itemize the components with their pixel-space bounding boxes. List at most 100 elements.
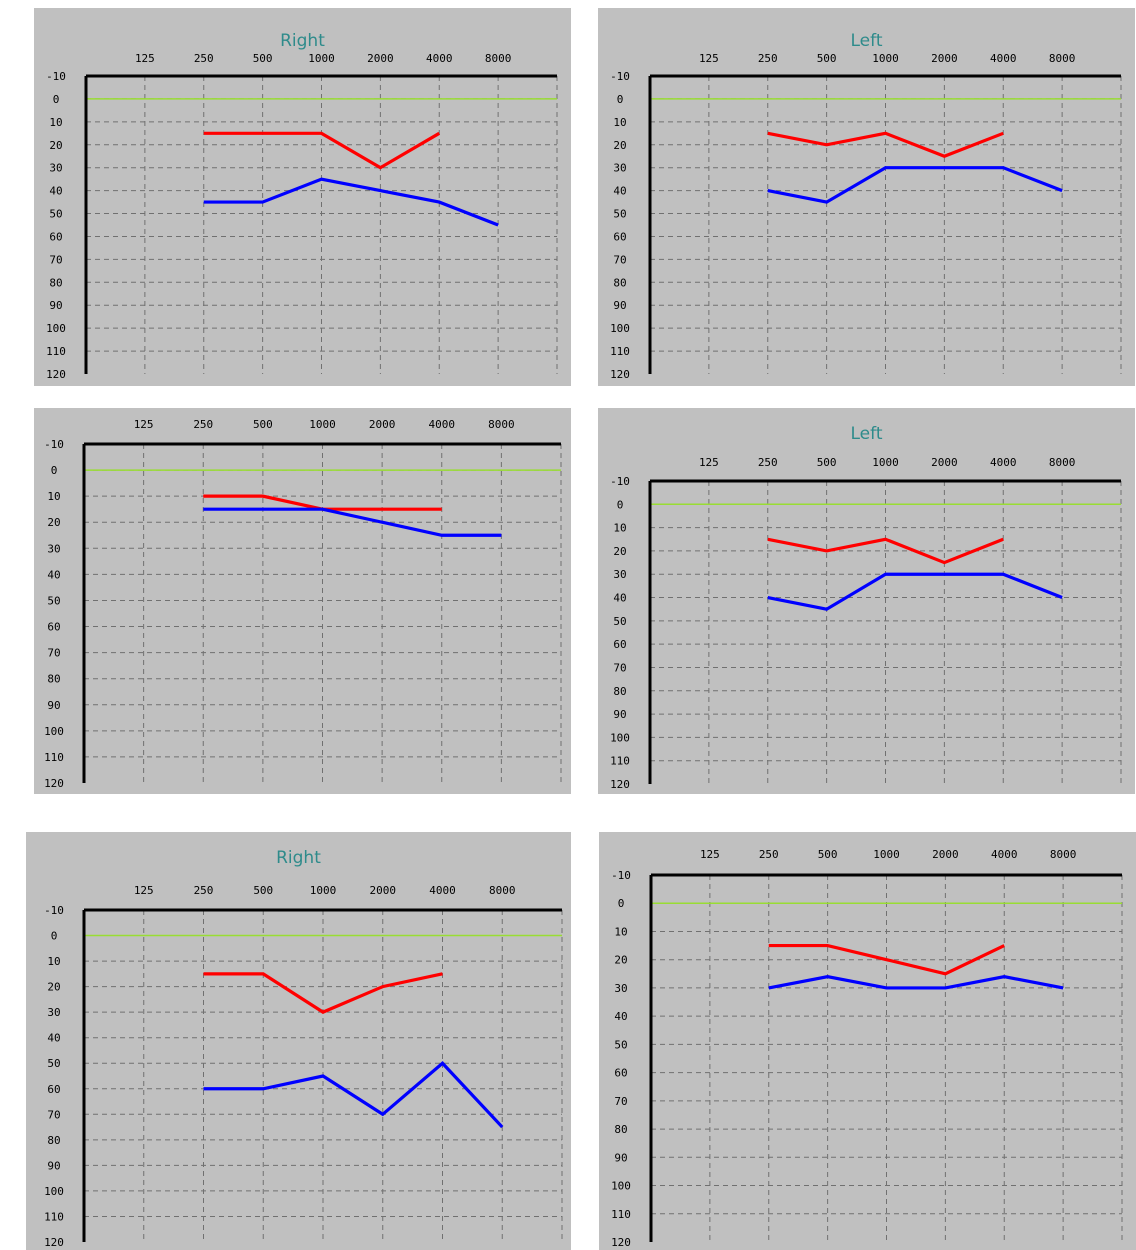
x-tick-label: 500 — [253, 52, 273, 65]
series-line-blue — [203, 507, 502, 537]
x-tick-label: 125 — [135, 52, 155, 65]
y-tick-label: 50 — [613, 208, 626, 221]
y-tick-label: 60 — [613, 230, 626, 243]
x-tick-label: 125 — [134, 418, 154, 431]
y-tick-label: 100 — [610, 731, 630, 744]
y-tick-label: 30 — [47, 1006, 60, 1019]
x-tick-label: 125 — [699, 456, 719, 469]
x-tick-label: 500 — [817, 456, 837, 469]
y-tick-label: 0 — [617, 498, 624, 511]
y-tick-label: 40 — [613, 185, 626, 198]
y-tick-label: 20 — [49, 139, 62, 152]
x-tick-label: 1000 — [309, 418, 336, 431]
y-tick-label: 40 — [49, 185, 62, 198]
audiogram-panel-2: Left 125 250 500 1000 2000 4000 8000 -10 0 10 20 30… — [598, 8, 1135, 386]
y-tick-label: 10 — [613, 116, 626, 129]
y-tick-label: -10 — [46, 70, 66, 83]
x-tick-label: 500 — [253, 884, 273, 897]
x-tick-label: 500 — [253, 418, 273, 431]
y-tick-label: 60 — [47, 1083, 60, 1096]
y-tick-label: 120 — [611, 1236, 631, 1249]
x-tick-label: 250 — [194, 52, 214, 65]
x-tick-label: 1000 — [308, 52, 335, 65]
x-tick-label: 250 — [194, 884, 214, 897]
y-tick-label: 110 — [44, 1210, 64, 1223]
audiogram-chart-2: 125 250 500 1000 2000 4000 8000 -10 0 10 20 30 40 50 6… — [610, 52, 1122, 381]
x-tick-label: 125 — [134, 884, 154, 897]
y-tick-label: 20 — [613, 139, 626, 152]
y-tick-label: 50 — [47, 1057, 60, 1070]
x-tick-label: 250 — [758, 456, 778, 469]
x-tick-label: 2000 — [932, 848, 959, 861]
series-line-blue — [203, 177, 499, 227]
y-tick-label: 70 — [49, 253, 62, 266]
x-tick-label: 2000 — [369, 418, 396, 431]
x-tick-label: 8000 — [1050, 848, 1077, 861]
y-tick-label: 20 — [613, 545, 626, 558]
x-tick-label: 8000 — [485, 52, 512, 65]
x-tick-label: 8000 — [1049, 52, 1076, 65]
y-tick-label: 70 — [47, 647, 60, 660]
y-tick-label: 30 — [47, 542, 60, 555]
series-line-blue — [767, 166, 1063, 204]
y-tick-label: 60 — [613, 638, 626, 651]
x-tick-label: 2000 — [370, 884, 397, 897]
y-tick-label: 100 — [46, 322, 66, 335]
y-tick-label: 0 — [51, 464, 58, 477]
y-tick-label: 0 — [617, 93, 624, 106]
audiogram-panel-3: 125 250 500 1000 2000 4000 8000 -10 0 10 20 30 40 50 6… — [34, 408, 571, 794]
y-tick-label: 60 — [49, 230, 62, 243]
y-tick-label: 40 — [613, 592, 626, 605]
series-line-blue — [767, 572, 1063, 611]
y-tick-label: 80 — [47, 673, 60, 686]
y-tick-label: 90 — [613, 708, 626, 721]
y-tick-label: -10 — [44, 904, 64, 917]
y-tick-label: 10 — [49, 116, 62, 129]
x-tick-label: 4000 — [990, 52, 1017, 65]
y-tick-label: 80 — [613, 276, 626, 289]
series-line-blue — [768, 975, 1064, 990]
y-tick-label: 90 — [613, 299, 626, 312]
y-tick-label: 90 — [47, 1159, 60, 1172]
y-tick-label: 50 — [49, 208, 62, 221]
chart-title: Right — [276, 848, 321, 868]
x-tick-label: 500 — [818, 848, 838, 861]
y-tick-label: 20 — [47, 516, 60, 529]
x-tick-label: 4000 — [990, 456, 1017, 469]
audiogram-panel-5: Right 125 250 500 1000 2000 4000 8000 -10 0 10 20 3… — [26, 832, 571, 1250]
audiogram-chart-6: 125 250 500 1000 2000 4000 8000 -10 0 10 20 30 40 50 6… — [611, 848, 1123, 1249]
x-tick-label: 250 — [193, 418, 213, 431]
y-tick-label: 80 — [614, 1123, 627, 1136]
y-tick-label: 90 — [614, 1151, 627, 1164]
x-tick-label: 1000 — [872, 52, 899, 65]
y-tick-label: 20 — [47, 981, 60, 994]
audiogram-panel-6: 125 250 500 1000 2000 4000 8000 -10 0 10 20 30 40 50 6… — [599, 832, 1136, 1250]
x-tick-label: 125 — [699, 52, 719, 65]
y-tick-label: 10 — [47, 490, 60, 503]
y-tick-label: 0 — [618, 897, 625, 910]
audiogram-panel-4: Left 125 250 500 1000 2000 4000 8000 -10 0 10 20 30… — [598, 408, 1135, 794]
y-tick-label: 80 — [49, 276, 62, 289]
y-tick-label: 120 — [610, 778, 630, 791]
y-tick-label: 70 — [47, 1108, 60, 1121]
y-tick-label: 50 — [614, 1038, 627, 1051]
y-tick-label: 100 — [610, 322, 630, 335]
audiogram-chart-1: 125 250 500 1000 2000 4000 8000 -10 0 10 20 30 40 50 6… — [46, 52, 558, 381]
audiogram-chart-3: 125 250 500 1000 2000 4000 8000 -10 0 10 20 30 40 50 6… — [44, 418, 562, 790]
y-tick-label: 30 — [613, 162, 626, 175]
y-tick-label: 120 — [44, 1236, 64, 1249]
x-tick-label: 1000 — [872, 456, 899, 469]
y-tick-label: -10 — [610, 70, 630, 83]
y-tick-label: 90 — [49, 299, 62, 312]
y-tick-label: 0 — [51, 930, 58, 943]
x-tick-label: 4000 — [426, 52, 453, 65]
x-tick-label: 1000 — [873, 848, 900, 861]
y-tick-label: 100 — [44, 725, 64, 738]
y-tick-label: 60 — [47, 621, 60, 634]
series-line-red — [203, 972, 443, 1014]
y-tick-label: 90 — [47, 699, 60, 712]
audiogram-chart-5: 125 250 500 1000 2000 4000 8000 -10 0 10 20 30 40 50 6… — [44, 884, 563, 1249]
x-tick-label: 8000 — [1049, 456, 1076, 469]
y-tick-label: -10 — [611, 869, 631, 882]
y-tick-label: 120 — [44, 777, 64, 790]
